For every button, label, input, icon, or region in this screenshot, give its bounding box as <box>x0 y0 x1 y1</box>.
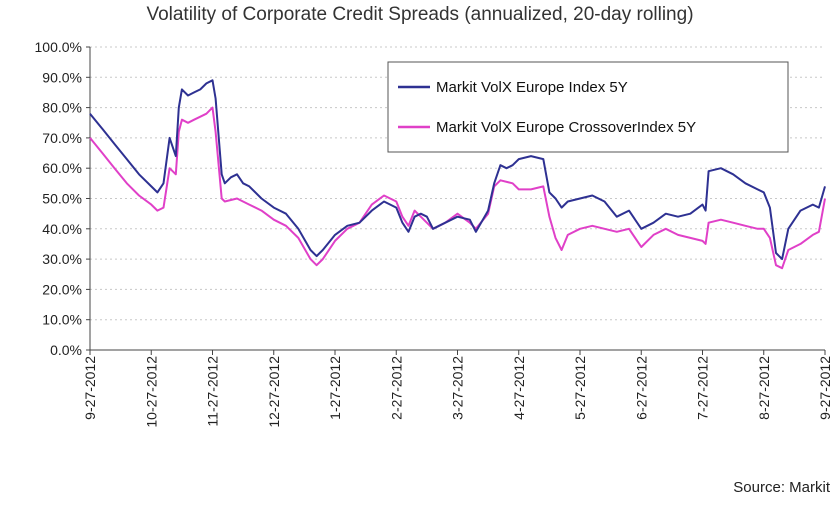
y-tick-label: 80.0% <box>42 100 82 116</box>
legend-label-volx-index: Markit VolX Europe Index 5Y <box>436 79 628 96</box>
x-tick-labels: 9-27-2012 10-27-2012 11-27-2012 12-27-2012 1… <box>82 356 833 428</box>
y-tick-label: 40.0% <box>42 221 82 237</box>
x-tick-label: 9-27-2012 <box>817 356 833 420</box>
y-tick-label: 30.0% <box>42 251 82 267</box>
y-tick-label: 10.0% <box>42 312 82 328</box>
y-tick-labels: 0.0% 10.0% 20.0% 30.0% 40.0% 50.0% 60.0% 70.0% 8… <box>35 39 82 358</box>
axes <box>86 46 826 355</box>
x-tick-label: 4-27-2012 <box>511 356 527 420</box>
x-tick-label: 2-27-2012 <box>388 356 404 420</box>
source-note: Source: Markit <box>733 479 830 496</box>
y-tick-label: 60.0% <box>42 160 82 176</box>
legend-label-volx-crossover: Markit VolX Europe CrossoverIndex 5Y <box>436 119 696 136</box>
x-tick-label: 12-27-2012 <box>266 356 282 428</box>
chart-title: Volatility of Corporate Credit Spreads (… <box>146 4 694 25</box>
y-tick-label: 20.0% <box>42 281 82 297</box>
y-tick-label: 90.0% <box>42 69 82 85</box>
x-tick-label: 9-27-2012 <box>82 356 98 420</box>
legend: Markit VolX Europe Index 5Y Markit VolX … <box>387 61 789 153</box>
x-tick-label: 5-27-2012 <box>572 356 588 420</box>
legend-box <box>387 61 789 153</box>
series-lines <box>89 79 826 270</box>
y-tick-label: 70.0% <box>42 130 82 146</box>
y-tick-label: 100.0% <box>35 39 82 55</box>
series-line-volx-index <box>89 79 826 261</box>
x-tick-label: 7-27-2012 <box>695 356 711 420</box>
x-tick-label: 6-27-2012 <box>633 356 649 420</box>
y-tick-label: 50.0% <box>42 191 82 207</box>
x-tick-label: 3-27-2012 <box>450 356 466 420</box>
x-tick-label: 8-27-2012 <box>756 356 772 420</box>
x-tick-label: 11-27-2012 <box>205 356 221 427</box>
y-tick-label: 0.0% <box>50 342 82 358</box>
x-tick-label: 1-27-2012 <box>327 356 343 420</box>
x-tick-label: 10-27-2012 <box>143 356 159 428</box>
